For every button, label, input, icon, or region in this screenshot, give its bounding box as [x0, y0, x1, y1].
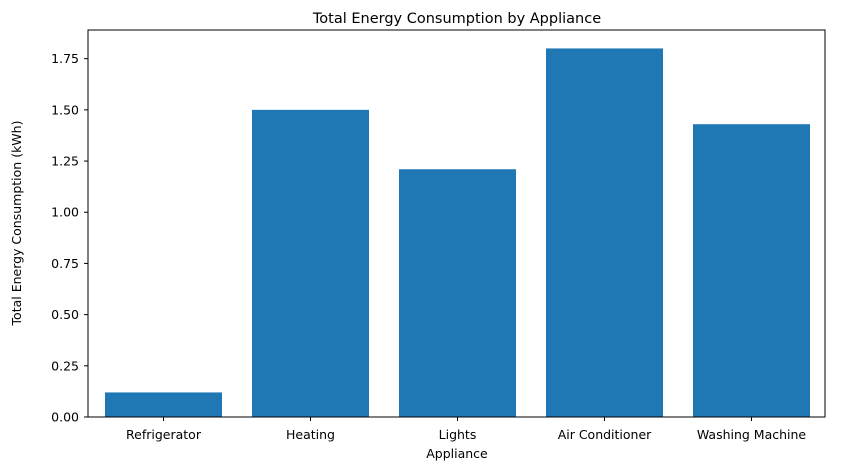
- x-tick-label: Refrigerator: [126, 427, 202, 442]
- y-tick-label: 0.50: [51, 307, 79, 322]
- y-tick-label: 1.25: [51, 154, 79, 169]
- y-tick-label: 1.00: [51, 205, 79, 220]
- bar-lights: [399, 169, 516, 417]
- y-axis-ticks: 0.00 0.25 0.50 0.75 1.00 1.25 1.50 1.75: [51, 51, 88, 425]
- x-tick-label: Air Conditioner: [558, 427, 652, 442]
- x-axis-label: Appliance: [426, 446, 488, 461]
- bar-heating: [252, 109, 369, 417]
- bar-washing-machine: [693, 124, 810, 417]
- bar-air-conditioner: [546, 48, 663, 418]
- x-tick-label: Washing Machine: [697, 427, 807, 442]
- plot-frame: [87, 29, 826, 418]
- y-axis-label: Total Energy Consumption (kWh): [9, 121, 24, 327]
- y-tick-label: 0.00: [51, 410, 79, 425]
- bars-group: [105, 48, 810, 418]
- x-tick-label: Heating: [286, 427, 335, 442]
- y-tick-label: 0.25: [51, 358, 79, 373]
- x-tick-label: Lights: [439, 427, 477, 442]
- y-tick-label: 1.50: [51, 102, 79, 117]
- bar-refrigerator: [105, 392, 222, 417]
- chart-title: Total Energy Consumption by Appliance: [312, 11, 601, 27]
- y-tick-label: 0.75: [51, 256, 79, 271]
- x-axis-ticks: Refrigerator Heating Lights Air Conditioner…: [126, 417, 806, 442]
- y-tick-label: 1.75: [51, 51, 79, 66]
